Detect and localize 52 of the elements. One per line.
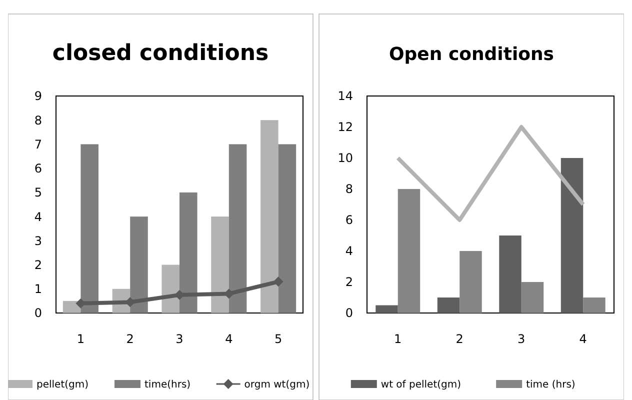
legend-label: pellet(gm) <box>36 380 89 390</box>
x-tick-label: 3 <box>176 332 184 346</box>
y-tick-label: 5 <box>34 186 42 200</box>
x-tick-label: 1 <box>76 332 85 346</box>
legend-label: time(hrs) <box>144 380 191 390</box>
chart-title: Open conditions <box>388 44 554 65</box>
x-tick-label: 1 <box>394 332 402 346</box>
y-tick-label: 8 <box>345 182 353 196</box>
bar <box>211 216 229 313</box>
bar <box>80 144 98 313</box>
legend-label: wt of pellet(gm) <box>380 380 462 390</box>
chart-title: closed conditions <box>52 41 269 66</box>
bar <box>130 216 148 313</box>
x-tick-label: 2 <box>126 332 134 346</box>
bar <box>560 158 584 313</box>
line-series <box>396 125 586 222</box>
y-tick-label: 6 <box>345 213 353 228</box>
bar <box>278 144 296 313</box>
x-tick-label: 2 <box>456 332 464 346</box>
y-tick-label: 14 <box>338 89 353 104</box>
y-tick-label: 6 <box>34 162 42 176</box>
y-tick-label: 0 <box>34 306 42 320</box>
bar <box>398 189 420 313</box>
y-tick-label: 4 <box>345 244 353 258</box>
bar <box>521 282 544 313</box>
legend-label: time (hrs) <box>526 380 576 390</box>
y-tick-label: 2 <box>34 258 42 272</box>
bar <box>180 192 198 313</box>
bar <box>376 305 398 313</box>
bar <box>583 298 606 313</box>
x-tick-label: 5 <box>274 332 282 346</box>
x-tick-label: 4 <box>225 332 233 346</box>
legend-label: orgm wt(gm) <box>244 380 310 390</box>
x-tick-label: 3 <box>518 332 526 346</box>
y-tick-label: 3 <box>34 234 42 248</box>
y-tick-label: 12 <box>338 120 353 134</box>
y-tick-label: 4 <box>34 210 42 224</box>
bar <box>260 120 278 313</box>
y-tick-label: 8 <box>34 113 42 128</box>
bar <box>460 251 482 313</box>
y-tick-label: 9 <box>34 89 42 104</box>
bar <box>228 144 247 313</box>
bar <box>437 298 460 313</box>
bar <box>162 264 180 313</box>
y-tick-label: 0 <box>345 306 353 320</box>
point <box>273 276 284 287</box>
y-tick-label: 7 <box>34 137 42 152</box>
y-tick-label: 1 <box>34 282 42 296</box>
x-tick-label: 4 <box>579 332 587 346</box>
bar <box>499 236 522 313</box>
y-tick-label: 10 <box>338 151 353 166</box>
y-tick-label: 2 <box>345 275 353 290</box>
